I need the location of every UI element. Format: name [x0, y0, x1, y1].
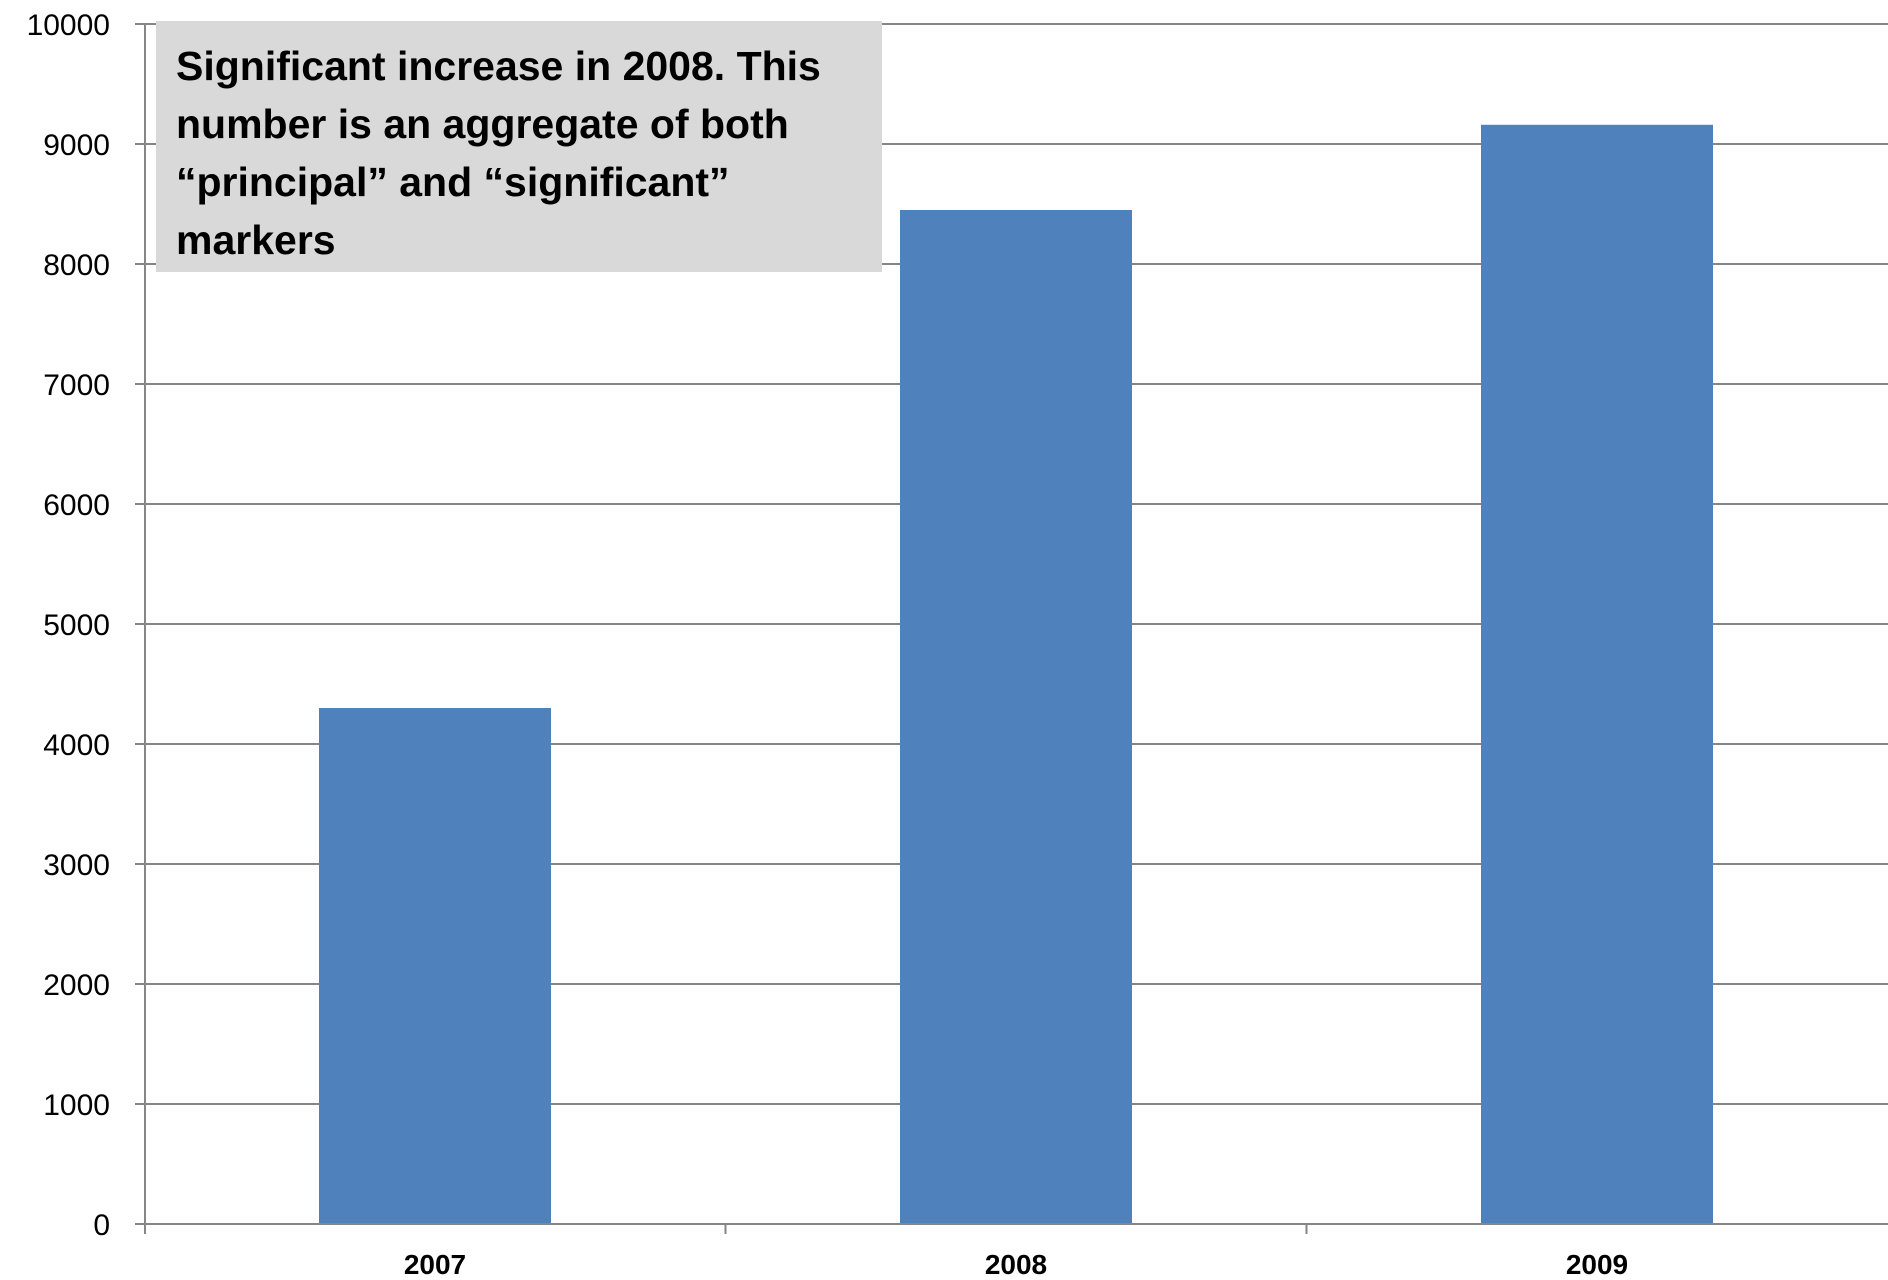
x-category-label: 2007: [404, 1249, 466, 1280]
y-tick-label: 4000: [43, 729, 110, 762]
x-category-labels: 2007 2008 2009: [404, 1249, 1628, 1280]
y-tick-labels: 0 1000 2000 3000 4000 5000 6000 7000 8000 9000 100…: [27, 9, 110, 1242]
bars: [319, 124, 1713, 1224]
y-tick-label: 6000: [43, 489, 110, 522]
y-tick-label: 7000: [43, 369, 110, 402]
x-category-label: 2008: [985, 1249, 1047, 1280]
bar-2007: [319, 708, 551, 1224]
y-tick-label: 3000: [43, 849, 110, 882]
y-tick-label: 0: [93, 1209, 110, 1242]
x-category-label: 2009: [1566, 1249, 1628, 1280]
y-tick-label: 1000: [43, 1089, 110, 1122]
y-tick-label: 8000: [43, 249, 110, 282]
annotation-box: Significant increase in 2008. This numbe…: [156, 21, 882, 272]
y-tick-label: 10000: [27, 9, 110, 42]
y-tick-label: 2000: [43, 969, 110, 1002]
y-tick-label: 5000: [43, 609, 110, 642]
axes: [144, 24, 1888, 1234]
y-tick-label: 9000: [43, 129, 110, 162]
bar-2009: [1481, 124, 1713, 1224]
annotation-text: Significant increase in 2008. This numbe…: [176, 43, 821, 263]
bar-2008: [900, 210, 1132, 1224]
